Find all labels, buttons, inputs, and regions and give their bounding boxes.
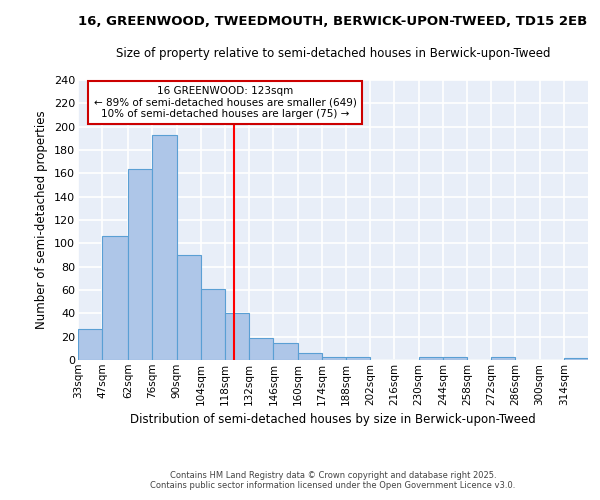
Y-axis label: Number of semi-detached properties: Number of semi-detached properties [35,110,49,330]
X-axis label: Distribution of semi-detached houses by size in Berwick-upon-Tweed: Distribution of semi-detached houses by … [130,413,536,426]
Text: Contains HM Land Registry data © Crown copyright and database right 2025.
Contai: Contains HM Land Registry data © Crown c… [151,470,515,490]
Text: 16 GREENWOOD: 123sqm
← 89% of semi-detached houses are smaller (649)
10% of semi: 16 GREENWOOD: 123sqm ← 89% of semi-detac… [94,86,356,119]
Bar [102,236,128,360]
Bar [128,168,152,360]
Bar [176,255,201,360]
Bar [201,289,225,360]
Bar [322,356,346,360]
Bar [274,342,298,360]
Text: 16, GREENWOOD, TWEEDMOUTH, BERWICK-UPON-TWEED, TD15 2EB: 16, GREENWOOD, TWEEDMOUTH, BERWICK-UPON-… [79,15,587,28]
Bar [346,356,370,360]
Bar [152,135,176,360]
Bar [419,356,443,360]
Text: Size of property relative to semi-detached houses in Berwick-upon-Tweed: Size of property relative to semi-detach… [116,48,550,60]
Bar [491,356,515,360]
Bar [78,328,102,360]
Bar [298,353,322,360]
Bar [225,314,249,360]
Bar [249,338,274,360]
Bar [564,358,588,360]
Bar [443,356,467,360]
